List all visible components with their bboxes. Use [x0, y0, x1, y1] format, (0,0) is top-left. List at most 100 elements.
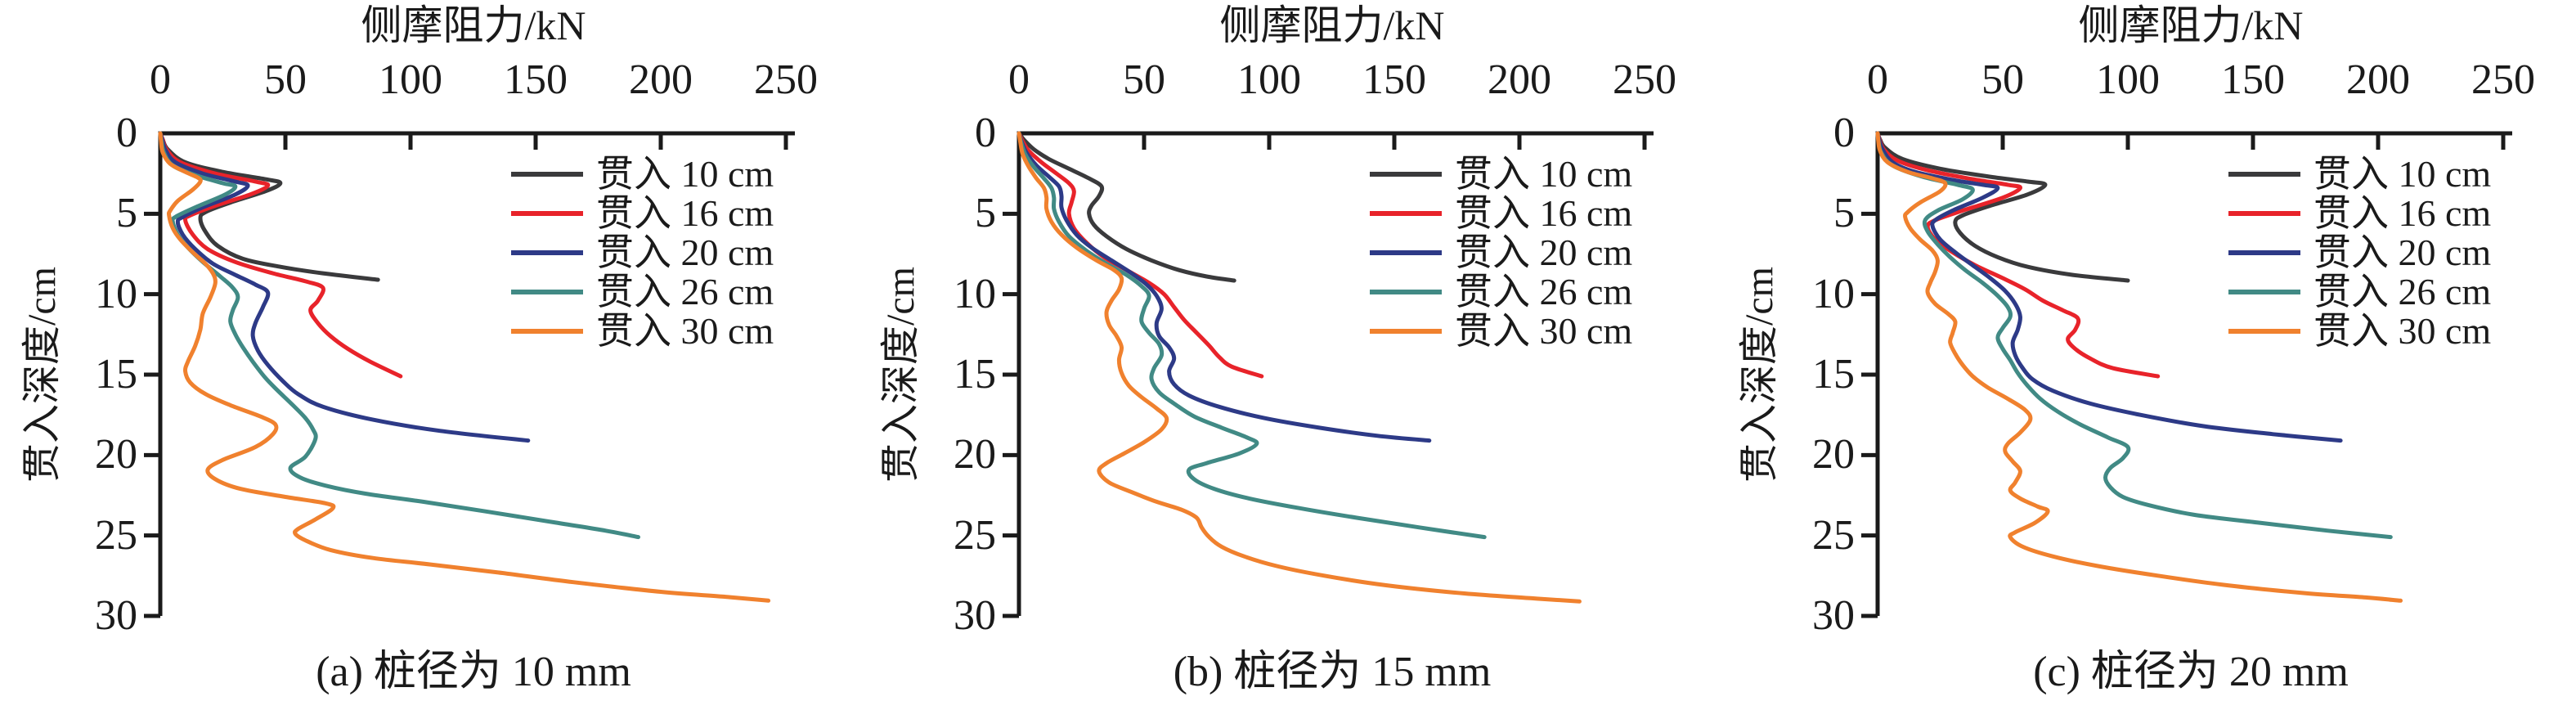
y-tick-label: 25 — [95, 511, 137, 559]
panel-b: 侧摩阻力/kN 贯入深度/cm 0 50 100 150 200 250 0 5 10 15 20… — [859, 0, 1717, 710]
legend-label: 贯入 10 cm — [2313, 153, 2492, 195]
legend-line-swatch — [2228, 250, 2300, 255]
legend-line-swatch — [1370, 172, 1442, 177]
legend-label: 贯入 30 cm — [1455, 310, 1633, 352]
legend-row: 贯入 16 cm — [1370, 194, 1664, 233]
y-tick-label: 20 — [954, 431, 996, 479]
y-tick-label: 5 — [116, 190, 137, 237]
x-tick-label: 150 — [2221, 56, 2285, 103]
legend-row: 贯入 20 cm — [2228, 233, 2523, 272]
legend-label: 贯入 20 cm — [1455, 231, 1633, 273]
panel-caption: (b) 桩径为 15 mm — [1173, 649, 1492, 695]
legend-row: 贯入 30 cm — [511, 312, 806, 351]
y-tick-label: 10 — [954, 270, 996, 317]
series-line-1 — [158, 131, 403, 379]
legend-label: 贯入 20 cm — [2313, 231, 2492, 273]
legend-label: 贯入 30 cm — [2313, 310, 2492, 352]
legend-line-swatch — [2228, 172, 2300, 177]
x-axis-title: 侧摩阻力/kN — [1219, 2, 1445, 48]
series-line-0 — [1016, 131, 1236, 283]
y-tick-label: 0 — [116, 110, 137, 156]
x-tick-label: 50 — [1981, 56, 2024, 103]
series-line-4 — [1016, 131, 1582, 604]
y-tick-label: 5 — [975, 190, 996, 237]
y-tick-label: 25 — [1812, 511, 1855, 559]
y-tick-label: 20 — [95, 431, 137, 479]
x-tick-label: 100 — [1237, 56, 1301, 103]
legend-line-swatch — [1370, 290, 1442, 294]
legend-label: 贯入 10 cm — [1455, 153, 1633, 195]
series-line-2 — [158, 131, 531, 443]
legend-row: 贯入 26 cm — [511, 272, 806, 312]
x-axis-title: 侧摩阻力/kN — [2078, 2, 2304, 48]
y-tick-label: 10 — [1812, 270, 1855, 317]
legend: 贯入 10 cm 贯入 16 cm 贯入 20 cm 贯入 26 cm 贯入 30 cm — [511, 155, 806, 351]
x-tick-label: 250 — [1613, 56, 1676, 103]
legend-label: 贯入 26 cm — [2313, 271, 2492, 312]
legend-label: 贯入 10 cm — [596, 153, 774, 195]
legend-line-swatch — [511, 290, 583, 294]
legend-row: 贯入 20 cm — [511, 233, 806, 272]
legend-label: 贯入 16 cm — [596, 192, 774, 234]
series-line-1 — [1875, 131, 2161, 379]
series-line-0 — [1875, 131, 2130, 283]
legend: 贯入 10 cm 贯入 16 cm 贯入 20 cm 贯入 26 cm 贯入 30 cm — [1370, 155, 1664, 351]
legend-line-swatch — [1370, 329, 1442, 334]
x-tick-label: 200 — [629, 56, 693, 103]
legend-line-swatch — [2228, 329, 2300, 334]
legend-row: 贯入 30 cm — [2228, 312, 2523, 351]
legend-label: 贯入 16 cm — [2313, 192, 2492, 234]
x-tick-label: 150 — [1362, 56, 1426, 103]
panel-caption: (a) 桩径为 10 mm — [316, 649, 631, 695]
y-tick-label: 15 — [954, 351, 996, 398]
legend-row: 贯入 20 cm — [1370, 233, 1664, 272]
series-line-2 — [1016, 131, 1432, 443]
y-tick-label: 15 — [1812, 351, 1855, 398]
series-line-3 — [158, 131, 640, 540]
x-axis-title: 侧摩阻力/kN — [361, 2, 586, 48]
y-tick-label: 10 — [95, 270, 137, 317]
legend-line-swatch — [2228, 290, 2300, 294]
legend-line-swatch — [1370, 211, 1442, 216]
legend-row: 贯入 10 cm — [511, 155, 806, 194]
x-tick-label: 200 — [2346, 56, 2410, 103]
legend-line-swatch — [511, 211, 583, 216]
y-tick-label: 0 — [1833, 110, 1855, 156]
plot-area-c — [1861, 131, 2512, 618]
series-line-3 — [1016, 131, 1487, 540]
y-tick-label: 30 — [954, 592, 996, 639]
panel-caption: (c) 桩径为 20 mm — [2033, 649, 2349, 695]
legend-row: 贯入 26 cm — [2228, 272, 2523, 312]
legend-row: 贯入 26 cm — [1370, 272, 1664, 312]
legend: 贯入 10 cm 贯入 16 cm 贯入 20 cm 贯入 26 cm 贯入 30 cm — [2228, 155, 2523, 351]
legend-label: 贯入 26 cm — [596, 271, 774, 312]
x-tick-label: 0 — [150, 56, 171, 103]
legend-line-swatch — [511, 329, 583, 334]
x-tick-label: 250 — [2471, 56, 2535, 103]
legend-line-swatch — [2228, 211, 2300, 216]
plot-area-a — [144, 131, 795, 618]
legend-line-swatch — [511, 172, 583, 177]
panel-c: 侧摩阻力/kN 贯入深度/cm 0 50 100 150 200 250 0 5 10 15 20… — [1717, 0, 2576, 710]
x-tick-label: 100 — [379, 56, 442, 103]
y-tick-label: 20 — [1812, 431, 1855, 479]
x-tick-label: 0 — [1867, 56, 1888, 103]
legend-row: 贯入 16 cm — [511, 194, 806, 233]
legend-label: 贯入 16 cm — [1455, 192, 1633, 234]
x-tick-label: 50 — [264, 56, 307, 103]
x-tick-label: 150 — [504, 56, 568, 103]
legend-line-swatch — [1370, 250, 1442, 255]
legend-row: 贯入 16 cm — [2228, 194, 2523, 233]
y-tick-label: 0 — [975, 110, 996, 156]
legend-row: 贯入 10 cm — [1370, 155, 1664, 194]
x-tick-label: 200 — [1488, 56, 1551, 103]
x-tick-label: 0 — [1008, 56, 1030, 103]
series-line-3 — [1875, 131, 2393, 540]
legend-line-swatch — [511, 250, 583, 255]
panel-a: 侧摩阻力/kN 贯入深度/cm 0 50 100 150 200 250 0 5 10 15 20… — [0, 0, 859, 710]
y-tick-label: 30 — [1812, 592, 1855, 639]
y-tick-label: 5 — [1833, 190, 1855, 237]
legend-label: 贯入 30 cm — [596, 310, 774, 352]
series-line-4 — [158, 131, 771, 603]
